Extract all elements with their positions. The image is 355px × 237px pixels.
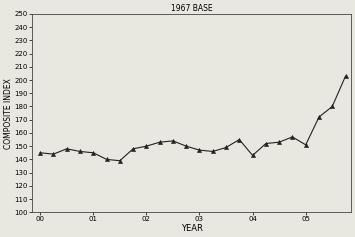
Y-axis label: COMPOSITE INDEX: COMPOSITE INDEX [4, 78, 13, 149]
Title: 1967 BASE: 1967 BASE [171, 4, 212, 13]
X-axis label: YEAR: YEAR [181, 224, 202, 233]
